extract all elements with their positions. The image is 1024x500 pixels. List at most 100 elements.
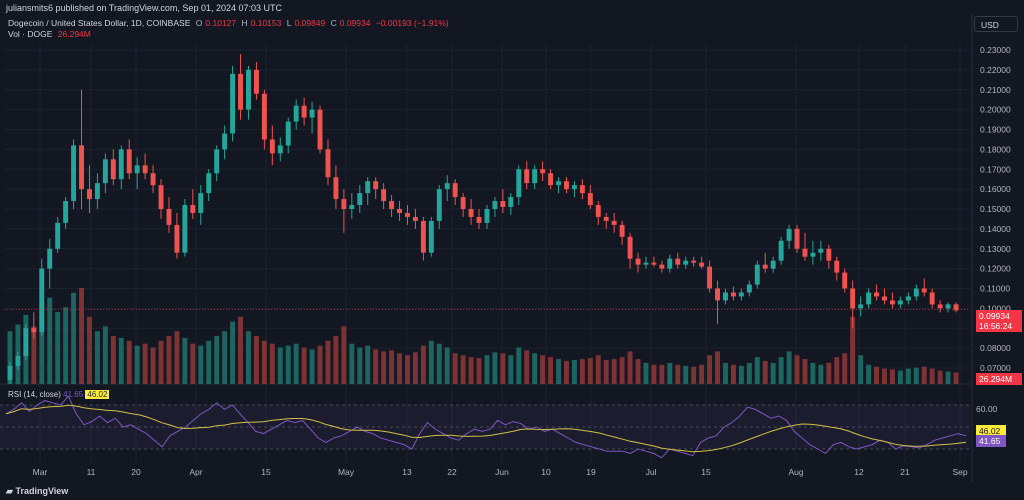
volume-bar [285, 345, 291, 384]
candle-body [71, 145, 77, 202]
volume-bar [166, 336, 172, 384]
candle-body [723, 292, 728, 301]
volume-bar [118, 337, 124, 384]
candle-body [500, 201, 506, 208]
volume-bar [579, 359, 585, 384]
candle-body [110, 159, 116, 180]
candle-body [39, 268, 45, 333]
candle-body [102, 159, 108, 184]
volume-bar [206, 340, 212, 384]
volume-bar [222, 331, 228, 384]
candle-body [778, 240, 784, 261]
time-axis-label: 12 [854, 467, 864, 477]
time-axis-label: 10 [541, 467, 551, 477]
low-label: L [286, 18, 292, 28]
close-label: C [330, 18, 337, 28]
candle-body [222, 133, 228, 150]
volume-bar [397, 353, 402, 384]
volume-bar [571, 360, 577, 384]
volume-bar [866, 364, 872, 384]
volume-bar [365, 345, 371, 384]
candle-body [63, 201, 69, 223]
candle-body [357, 193, 363, 206]
candle-body [945, 304, 951, 309]
candle-body [715, 288, 720, 301]
candle-body [587, 193, 593, 206]
candle-body [516, 169, 522, 198]
volume-bar [452, 353, 458, 384]
candle-body [420, 220, 426, 253]
price-axis-label: 0.17000 [980, 164, 1011, 174]
time-axis-label: 13 [402, 467, 412, 477]
time-axis-label: 21 [900, 467, 910, 477]
tradingview-logo[interactable]: ▰ TradingView [6, 486, 68, 497]
volume-bar [738, 365, 744, 384]
rsi-ma-tag: 46.02 [976, 425, 1006, 437]
candle-body [794, 228, 800, 249]
rsi-ma-value: 46.02 [85, 390, 110, 399]
volume-value: 26.294M [57, 29, 91, 39]
volume-bar [405, 355, 410, 384]
candle-body [246, 69, 251, 110]
volume-bar [635, 359, 641, 384]
volume-bar [643, 362, 649, 384]
volume-bar [770, 362, 776, 384]
volume-bar [905, 368, 911, 384]
candle-body [55, 222, 61, 249]
candle-body [15, 356, 21, 367]
candle-countdown: 16:56:24 [979, 321, 1013, 331]
volume-bar [508, 355, 514, 384]
current-price-tag: 0.09934 16:56:24 [976, 310, 1022, 332]
candle-body [158, 185, 164, 209]
volume-bar [87, 316, 92, 384]
volume-bar [277, 347, 283, 384]
candle-body [198, 193, 204, 213]
candle-body [897, 300, 903, 305]
rsi-line [5, 395, 967, 459]
rsi-axis-60: 60.00 [976, 404, 998, 414]
price-axis-label: 0.16000 [980, 184, 1011, 194]
candle-body [79, 145, 84, 190]
volume-bar [595, 355, 601, 384]
candle-body [635, 258, 641, 265]
volume-bar [492, 352, 498, 384]
candle-body [874, 292, 879, 297]
volume-bar [707, 355, 713, 384]
volume-bar [715, 351, 720, 384]
candle-body [333, 177, 339, 200]
candle-body [436, 189, 442, 221]
volume-bar [198, 345, 204, 384]
candle-body [492, 201, 498, 209]
volume-bar [110, 336, 116, 384]
currency-button[interactable]: USD [974, 16, 1018, 32]
candle-body [476, 216, 482, 223]
rsi-label[interactable]: RSI (14, close) [8, 390, 61, 399]
volume-label: Vol · DOGE [8, 29, 53, 39]
volume-bar [39, 302, 45, 384]
candle-body [508, 197, 514, 208]
low-value: 0.09849 [294, 18, 326, 28]
volume-bar [603, 360, 609, 384]
candle-body [627, 236, 633, 259]
candle-body [818, 248, 824, 253]
candle-body [675, 258, 681, 265]
high-value: 0.10153 [250, 18, 282, 28]
symbol-title[interactable]: Dogecoin / United States Dollar, 1D, COI… [8, 18, 191, 28]
volume-bar [389, 350, 395, 384]
candle-body [556, 181, 561, 186]
volume-bar [929, 368, 935, 384]
volume-bar [699, 364, 705, 384]
candle-body [309, 109, 315, 118]
current-price-value: 0.09934 [979, 311, 1010, 321]
volume-bar [182, 337, 188, 384]
candle-body [651, 262, 657, 265]
volume-bar [484, 355, 490, 384]
time-axis-label: Sep [952, 467, 967, 477]
volume-bar [444, 347, 450, 384]
candle-body [802, 248, 808, 257]
candle-body [428, 220, 434, 253]
volume-bar [460, 355, 466, 384]
volume-bar [826, 362, 832, 384]
price-axis-label: 0.15000 [980, 204, 1011, 214]
